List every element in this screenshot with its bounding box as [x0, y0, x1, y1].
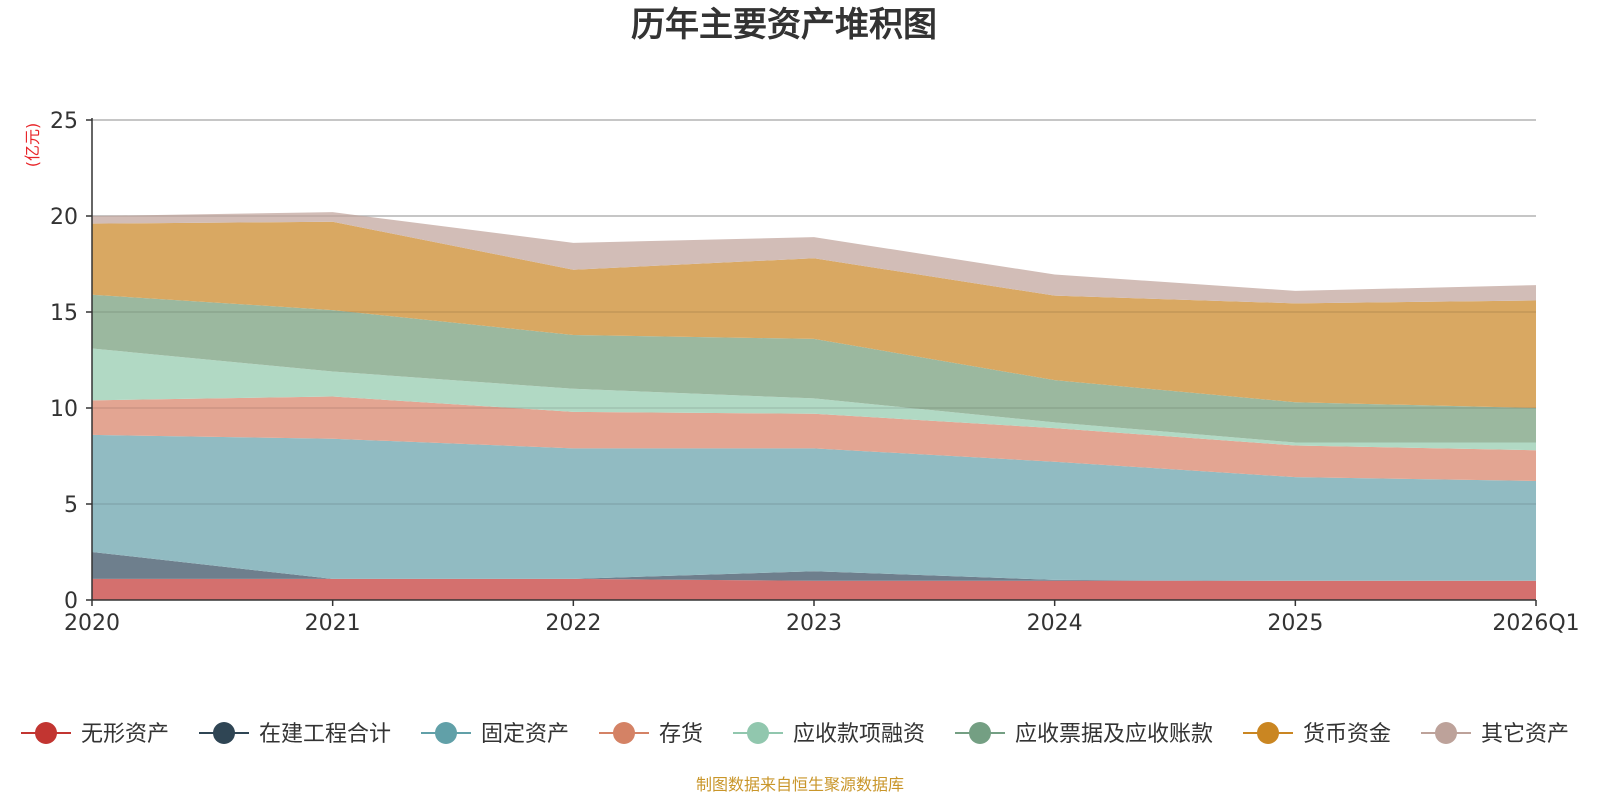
area-series-5[interactable]: [92, 294, 1536, 443]
chart-title: 历年主要资产堆积图: [631, 5, 937, 45]
legend-label-0: 无形资产: [81, 722, 169, 747]
data-source-note: 制图数据来自恒生聚源数据库: [696, 775, 904, 794]
legend-label-5: 应收票据及应收账款: [1015, 722, 1213, 747]
legend-item-6[interactable]: 货币资金: [1243, 722, 1391, 747]
legend-label-4: 应收款项融资: [793, 722, 925, 747]
legend-item-1[interactable]: 在建工程合计: [199, 722, 391, 747]
area-series-6[interactable]: [92, 221, 1536, 408]
legend-label-2: 固定资产: [481, 722, 569, 747]
area-series-3[interactable]: [92, 396, 1536, 481]
legend-marker-5: [969, 722, 991, 744]
x-tick-label-4: 2024: [1027, 611, 1083, 636]
y-tick-label-1: 5: [64, 493, 78, 518]
y-tick-label-4: 20: [50, 205, 78, 230]
y-axis-unit-label: (亿元): [23, 123, 42, 168]
legend-label-1: 在建工程合计: [259, 722, 391, 747]
legend-item-2[interactable]: 固定资产: [421, 722, 569, 747]
legend-marker-7: [1435, 722, 1457, 744]
y-tick-label-2: 10: [50, 397, 78, 422]
x-tick-label-2: 2022: [545, 611, 601, 636]
x-tick-label-6: 2026Q1: [1492, 611, 1579, 636]
area-series-1[interactable]: [92, 552, 1536, 581]
legend-marker-6: [1257, 722, 1279, 744]
x-tick-label-1: 2021: [305, 611, 361, 636]
area-series-2[interactable]: [92, 434, 1536, 581]
legend-label-3: 存货: [659, 722, 703, 747]
y-tick-label-0: 0: [64, 589, 78, 614]
legend-item-7[interactable]: 其它资产: [1421, 722, 1569, 747]
y-tick-label-3: 15: [50, 301, 78, 326]
legend-marker-1: [213, 722, 235, 744]
legend-item-4[interactable]: 应收款项融资: [733, 722, 925, 747]
legend-item-5[interactable]: 应收票据及应收账款: [955, 722, 1213, 747]
x-tick-label-3: 2023: [786, 611, 842, 636]
area-series-0[interactable]: [92, 578, 1536, 600]
x-tick-label-0: 2020: [64, 611, 120, 636]
legend-item-3[interactable]: 存货: [599, 722, 703, 747]
area-layer: [92, 119, 1536, 600]
area-series-7[interactable]: [92, 212, 1536, 304]
legend-marker-0: [35, 722, 57, 744]
legend-label-7: 其它资产: [1481, 722, 1569, 747]
legend-marker-2: [435, 722, 457, 744]
legend-marker-3: [613, 722, 635, 744]
x-tick-label-5: 2025: [1267, 611, 1323, 636]
area-series-4[interactable]: [92, 348, 1536, 451]
legend[interactable]: 无形资产 在建工程合计 固定资产 存货 应收款项融资 应收票据及应收账款 货币资金 其它资产: [21, 722, 1569, 747]
y-tick-label-5: 25: [50, 109, 78, 134]
legend-label-6: 货币资金: [1303, 722, 1391, 747]
legend-item-0[interactable]: 无形资产: [21, 722, 169, 747]
legend-marker-4: [747, 722, 769, 744]
